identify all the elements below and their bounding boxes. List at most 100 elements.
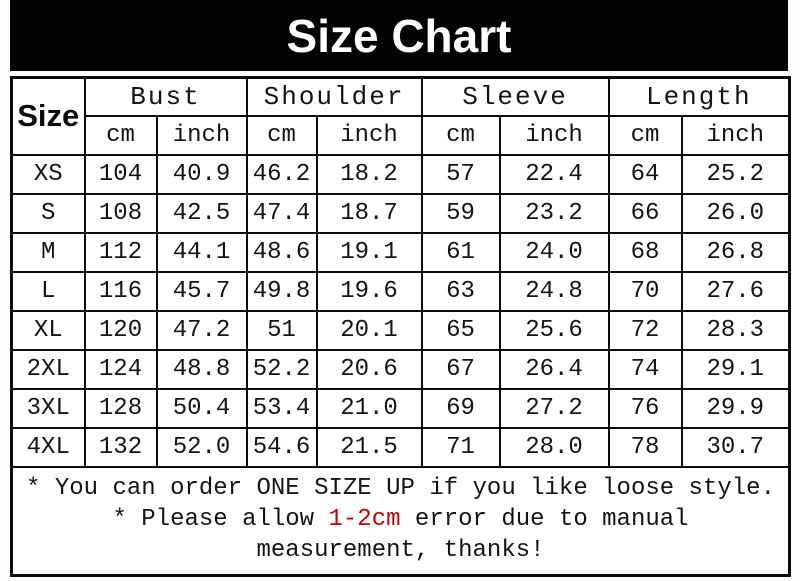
note-line-2: * Please allow 1-2cm error due to manual xyxy=(17,504,784,535)
size-cell: 4XL xyxy=(10,426,86,468)
measurement-cell: 71 xyxy=(420,426,501,468)
measurement-cell: 22.4 xyxy=(498,153,610,195)
measurement-cell: 59 xyxy=(420,192,501,234)
measurement-cell: 49.8 xyxy=(245,270,318,312)
size-cell: XS xyxy=(10,153,86,195)
measurement-cell: 47.2 xyxy=(155,309,248,351)
measurement-cell: 21.5 xyxy=(315,426,423,468)
measurement-cell: 28.3 xyxy=(680,309,791,351)
size-cell: 3XL xyxy=(10,387,86,429)
measurement-cell: 67 xyxy=(420,348,501,390)
measurement-cell: 45.7 xyxy=(155,270,248,312)
measurement-cell: 54.6 xyxy=(245,426,318,468)
table-row-m: M 112 44.1 48.6 19.1 61 24.0 68 26.8 xyxy=(10,231,791,273)
measurement-cell: 25.2 xyxy=(680,153,791,195)
measurement-cell: 40.9 xyxy=(155,153,248,195)
measurement-cell: 61 xyxy=(420,231,501,273)
table-row-xs: XS 104 40.9 46.2 18.2 57 22.4 64 25.2 xyxy=(10,153,791,195)
measurement-cell: 76 xyxy=(607,387,683,429)
measurement-cell: 65 xyxy=(420,309,501,351)
measurement-cell: 26.8 xyxy=(680,231,791,273)
measurement-cell: 27.2 xyxy=(498,387,610,429)
measurement-cell: 48.6 xyxy=(245,231,318,273)
table-row-4xl: 4XL 132 52.0 54.6 21.5 71 28.0 78 30.7 xyxy=(10,426,791,468)
measurement-cell: 26.4 xyxy=(498,348,610,390)
notes-row: * You can order ONE SIZE UP if you like … xyxy=(10,465,791,576)
table-row-s: S 108 42.5 47.4 18.7 59 23.2 66 26.0 xyxy=(10,192,791,234)
size-column-header: Size xyxy=(10,76,86,156)
measurement-cell: 63 xyxy=(420,270,501,312)
measurement-cell: 132 xyxy=(83,426,158,468)
measurement-cell: 72 xyxy=(607,309,683,351)
group-header-length: Length xyxy=(607,76,791,117)
measurement-cell: 70 xyxy=(607,270,683,312)
measurement-cell: 26.0 xyxy=(680,192,791,234)
measurement-cell: 108 xyxy=(83,192,158,234)
measurement-cell: 46.2 xyxy=(245,153,318,195)
measurement-cell: 128 xyxy=(83,387,158,429)
measurement-cell: 20.1 xyxy=(315,309,423,351)
note-line-3: measurement, thanks! xyxy=(256,536,545,564)
size-cell: 2XL xyxy=(10,348,86,390)
note-line-1: * You can order ONE SIZE UP if you like … xyxy=(26,474,775,502)
unit-header-inch: inch xyxy=(680,114,791,156)
unit-header-cm: cm xyxy=(607,114,683,156)
measurement-cell: 19.6 xyxy=(315,270,423,312)
unit-header-inch: inch xyxy=(155,114,248,156)
size-cell: XL xyxy=(10,309,86,351)
measurement-cell: 50.4 xyxy=(155,387,248,429)
unit-header-cm: cm xyxy=(245,114,318,156)
measurement-cell: 104 xyxy=(83,153,158,195)
measurement-cell: 44.1 xyxy=(155,231,248,273)
unit-header-cm: cm xyxy=(420,114,501,156)
page-title: Size Chart xyxy=(286,9,512,62)
size-cell: L xyxy=(10,270,86,312)
measurement-cell: 28.0 xyxy=(498,426,610,468)
table-row-xl: XL 120 47.2 51 20.1 65 25.6 72 28.3 xyxy=(10,309,791,351)
measurement-cell: 18.7 xyxy=(315,192,423,234)
unit-header-cm: cm xyxy=(83,114,158,156)
note-line-2-prefix: * Please allow xyxy=(112,505,329,533)
unit-header-inch: inch xyxy=(315,114,423,156)
notes-cell: * You can order ONE SIZE UP if you like … xyxy=(10,465,791,576)
measurement-cell: 42.5 xyxy=(155,192,248,234)
measurement-cell: 29.9 xyxy=(680,387,791,429)
measurement-cell: 64 xyxy=(607,153,683,195)
table-row-2xl: 2XL 124 48.8 52.2 20.6 67 26.4 74 29.1 xyxy=(10,348,791,390)
measurement-cell: 52.0 xyxy=(155,426,248,468)
unit-header-inch: inch xyxy=(498,114,610,156)
measurement-cell: 47.4 xyxy=(245,192,318,234)
measurement-cell: 66 xyxy=(607,192,683,234)
note-line-2-highlight: 1-2cm xyxy=(328,505,401,533)
measurement-cell: 24.8 xyxy=(498,270,610,312)
table-row-l: L 116 45.7 49.8 19.6 63 24.8 70 27.6 xyxy=(10,270,791,312)
measurement-cell: 30.7 xyxy=(680,426,791,468)
group-header-bust: Bust xyxy=(83,76,248,117)
group-header-sleeve: Sleeve xyxy=(420,76,610,117)
note-line-2-suffix: error due to manual xyxy=(400,505,689,533)
measurement-cell: 29.1 xyxy=(680,348,791,390)
measurement-cell: 25.6 xyxy=(498,309,610,351)
measurement-cell: 69 xyxy=(420,387,501,429)
title-banner: Size Chart xyxy=(10,0,788,71)
measurement-cell: 23.2 xyxy=(498,192,610,234)
measurement-cell: 18.2 xyxy=(315,153,423,195)
measurement-cell: 48.8 xyxy=(155,348,248,390)
size-cell: S xyxy=(10,192,86,234)
measurement-cell: 120 xyxy=(83,309,158,351)
size-cell: M xyxy=(10,231,86,273)
measurement-cell: 74 xyxy=(607,348,683,390)
size-chart-table: Size Bust Shoulder Sleeve Length cm inch… xyxy=(10,76,792,577)
measurement-cell: 78 xyxy=(607,426,683,468)
measurement-cell: 124 xyxy=(83,348,158,390)
header-group-row: Size Bust Shoulder Sleeve Length xyxy=(10,76,791,156)
measurement-cell: 20.6 xyxy=(315,348,423,390)
measurement-cell: 27.6 xyxy=(680,270,791,312)
measurement-cell: 21.0 xyxy=(315,387,423,429)
header-units-row: cm inch cm inch cm inch cm inch xyxy=(12,114,791,156)
measurement-cell: 52.2 xyxy=(245,348,318,390)
measurement-cell: 116 xyxy=(83,270,158,312)
group-header-shoulder: Shoulder xyxy=(245,76,423,117)
measurement-cell: 51 xyxy=(245,309,318,351)
measurement-cell: 112 xyxy=(83,231,158,273)
